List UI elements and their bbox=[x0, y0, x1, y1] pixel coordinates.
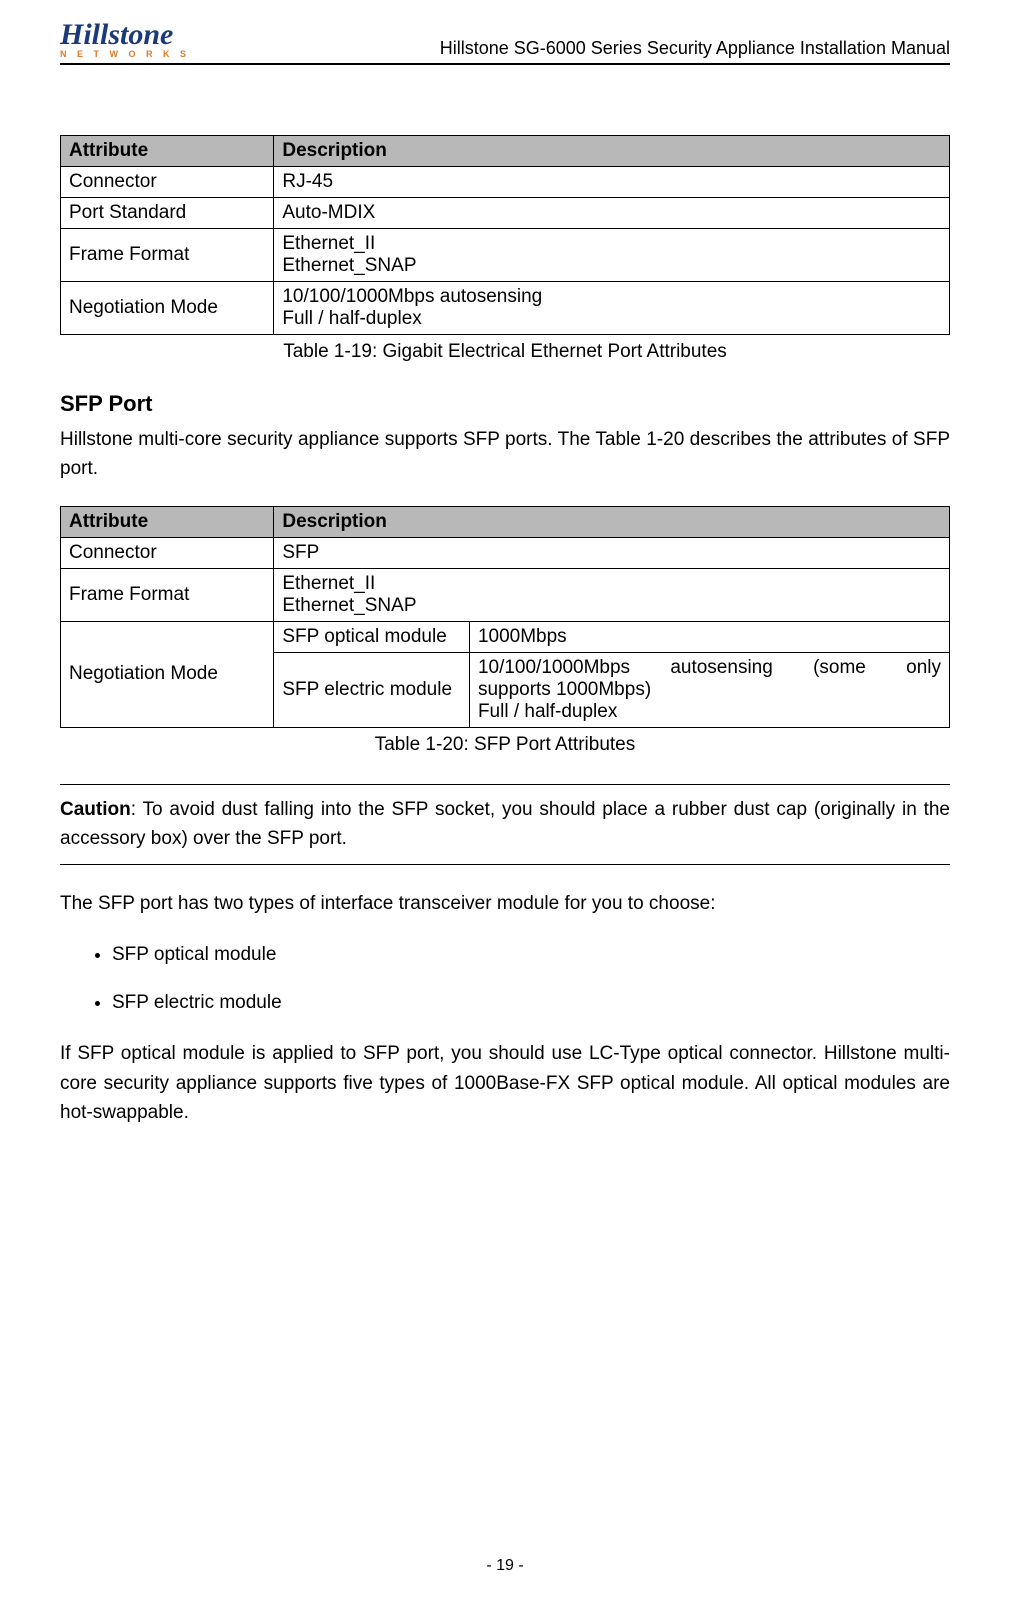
table1-r2c0: Frame Format bbox=[61, 229, 274, 282]
page-header: Hillstone N E T W O R K S Hillstone SG-6… bbox=[60, 20, 950, 65]
table2-caption: Table 1-20: SFP Port Attributes bbox=[60, 734, 950, 756]
table1-header-attr: Attribute bbox=[61, 136, 274, 167]
logo: Hillstone N E T W O R K S bbox=[60, 20, 190, 59]
table2-r3b-mod: SFP electric module bbox=[274, 652, 470, 727]
table2-r3a-mod: SFP optical module bbox=[274, 621, 470, 652]
table2-r3b-desc: 10/100/1000Mbps autosensing (some only s… bbox=[469, 652, 949, 727]
bullet-electric: SFP electric module bbox=[112, 988, 950, 1017]
para-optical-connector: If SFP optical module is applied to SFP … bbox=[60, 1039, 950, 1127]
table2-r2c1: Ethernet_II Ethernet_SNAP bbox=[274, 568, 950, 621]
bullet-optical: SFP optical module bbox=[112, 940, 950, 969]
page-number: - 19 - bbox=[0, 1557, 1010, 1575]
table2-r3b-line2: supports 1000Mbps) bbox=[478, 679, 941, 701]
para-sfp-intro: Hillstone multi-core security appliance … bbox=[60, 425, 950, 484]
caution-box: Caution: To avoid dust falling into the … bbox=[60, 784, 950, 865]
table2-r3b-line3: Full / half-duplex bbox=[478, 701, 941, 723]
table2-header-attr: Attribute bbox=[61, 506, 274, 537]
table1-r0c0: Connector bbox=[61, 167, 274, 198]
table1-r3c1: 10/100/1000Mbps autosensing Full / half-… bbox=[274, 282, 950, 335]
table2-header-desc: Description bbox=[274, 506, 950, 537]
table2-r3a-desc: 1000Mbps bbox=[469, 621, 949, 652]
table1-r1c0: Port Standard bbox=[61, 198, 274, 229]
document-title: Hillstone SG-6000 Series Security Applia… bbox=[440, 38, 950, 59]
page: Hillstone N E T W O R K S Hillstone SG-6… bbox=[0, 0, 1010, 1599]
table2-r2c0: Frame Format bbox=[61, 568, 274, 621]
bullet-list: SFP optical module SFP electric module bbox=[60, 940, 950, 1017]
table2-r3-attr: Negotiation Mode bbox=[61, 621, 274, 727]
table-gigabit-port: Attribute Description Connector RJ-45 Po… bbox=[60, 135, 950, 335]
table2-r1c1: SFP bbox=[274, 537, 950, 568]
caution-label: Caution bbox=[60, 799, 131, 820]
table2-r3b-line1: 10/100/1000Mbps autosensing (some only bbox=[478, 657, 941, 679]
table1-header-desc: Description bbox=[274, 136, 950, 167]
para-transceiver-types: The SFP port has two types of interface … bbox=[60, 889, 950, 918]
table2-r1c0: Connector bbox=[61, 537, 274, 568]
table1-r1c1: Auto-MDIX bbox=[274, 198, 950, 229]
logo-sub-text: N E T W O R K S bbox=[60, 50, 190, 59]
caution-text: : To avoid dust falling into the SFP soc… bbox=[60, 799, 950, 849]
table1-r0c1: RJ-45 bbox=[274, 167, 950, 198]
logo-main-text: Hillstone bbox=[60, 20, 190, 50]
table-sfp-port: Attribute Description Connector SFP Fram… bbox=[60, 506, 950, 728]
heading-sfp-port: SFP Port bbox=[60, 391, 950, 417]
table1-r2c1: Ethernet_II Ethernet_SNAP bbox=[274, 229, 950, 282]
table1-caption: Table 1-19: Gigabit Electrical Ethernet … bbox=[60, 341, 950, 363]
table1-r3c0: Negotiation Mode bbox=[61, 282, 274, 335]
